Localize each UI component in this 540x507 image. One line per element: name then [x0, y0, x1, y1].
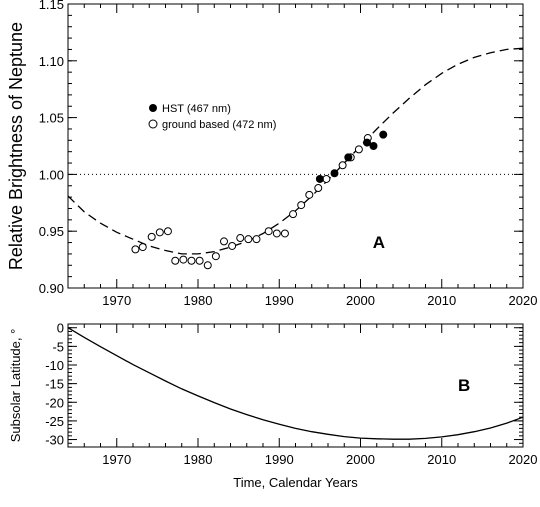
panel-a-y-tick-label: 0.95	[39, 224, 64, 239]
panel-a-data-points	[131, 130, 388, 270]
panel-a-x-tick-label: 1990	[265, 293, 294, 308]
ground-based-point	[252, 235, 261, 244]
ground-based-point	[354, 145, 363, 154]
panel-a-x-tick-label: 1970	[102, 293, 131, 308]
model-curve	[67, 47, 524, 255]
panel-b-y-tick-label: -25	[45, 414, 64, 429]
hst-point	[344, 153, 353, 162]
ground-based-point	[272, 229, 281, 238]
legend-ground-marker	[148, 119, 158, 129]
legend-hst-marker	[149, 104, 157, 112]
ground-based-point	[155, 228, 164, 237]
panel-a-y-tick-label: 1.10	[39, 54, 64, 69]
ground-based-point	[289, 210, 298, 219]
ground-based-point	[264, 227, 273, 236]
panel-b-y-tick-label: -20	[45, 395, 64, 410]
y-axis-title-a: Relative Brightness of Neptune	[6, 22, 26, 270]
panel-a-x-tick-label: 2010	[427, 293, 456, 308]
hst-point	[369, 142, 378, 150]
ground-based-point	[195, 256, 204, 265]
panel-a-x-tick-label: 2000	[346, 293, 375, 308]
panel-a-y-tick-label: 1.00	[39, 167, 64, 182]
panel-b-x-tick-label: 1970	[102, 452, 131, 467]
panel-b: 1970 1980 1990 2000 2010 2020 0 -5 -10 -15 -20 -25 -…	[8, 321, 537, 490]
ground-based-point	[305, 190, 314, 199]
panel-b-x-tick-label: 1990	[265, 452, 294, 467]
ground-based-point	[228, 241, 237, 250]
panel-b-y-tick-label: -10	[45, 358, 64, 373]
ground-based-point	[131, 245, 140, 254]
hst-point	[363, 138, 371, 147]
ground-based-point	[187, 256, 196, 265]
legend: HST (467 nm) ground based (472 nm)	[148, 103, 276, 131]
ground-based-point	[171, 256, 180, 265]
subsolar-latitude-curve	[67, 327, 524, 440]
panel-b-x-tick-label: 2000	[346, 452, 375, 467]
panel-b-y-tick-label: 0	[57, 321, 64, 336]
ground-based-point	[244, 235, 253, 244]
panel-a-x-tick-label: 2020	[509, 293, 538, 308]
panel-b-y-tick-label: -5	[52, 339, 64, 354]
y-axis-title-b: Subsolar Latitude, °	[8, 329, 23, 443]
hst-point	[315, 174, 324, 183]
panel-a: 1970 1980 1990 2000 2010 2020 0.90 0.95 1.00 1.05…	[6, 0, 537, 308]
ground-based-point	[211, 252, 220, 261]
ground-based-point	[138, 243, 147, 252]
ground-based-point	[297, 201, 306, 210]
x-axis-title-b: Time, Calendar Years	[233, 475, 358, 490]
ground-based-point	[236, 234, 245, 243]
ground-based-point	[163, 227, 172, 236]
ground-based-point	[203, 261, 212, 270]
legend-hst-label: HST (467 nm)	[162, 103, 231, 115]
ground-based-point	[338, 161, 347, 170]
panel-b-y-tick-label: -30	[45, 433, 64, 448]
panel-a-y-tick-label: 1.05	[39, 111, 64, 126]
panel-label-b: B	[458, 376, 470, 395]
panel-a-frame	[67, 3, 524, 289]
panel-a-y-tick-label: 0.90	[39, 281, 64, 296]
ground-based-point	[220, 237, 228, 246]
panel-label-a: A	[373, 233, 385, 252]
panel-a-x-tick-label: 1980	[184, 293, 213, 308]
ground-based-point	[179, 255, 188, 264]
panel-a-y-tick-label: 1.15	[39, 0, 64, 12]
legend-ground-label: ground based (472 nm)	[162, 119, 276, 131]
hst-point	[379, 130, 388, 139]
panel-b-x-tick-label: 2020	[509, 452, 538, 467]
ground-based-point	[147, 232, 156, 241]
ground-based-point	[280, 229, 289, 238]
panel-b-axes: 1970 1980 1990 2000 2010 2020 0 -5 -10 -15 -20 -25 -…	[45, 321, 537, 467]
panel-b-x-tick-label: 1980	[184, 452, 213, 467]
panel-a-axes: 1970 1980 1990 2000 2010 2020 0.90 0.95 1.00 1.05…	[39, 0, 538, 308]
ground-based-point	[322, 174, 331, 183]
hst-point	[330, 169, 339, 178]
panel-b-x-tick-label: 2010	[427, 452, 456, 467]
ground-based-point	[314, 184, 323, 193]
panel-b-y-tick-label: -15	[45, 377, 64, 392]
